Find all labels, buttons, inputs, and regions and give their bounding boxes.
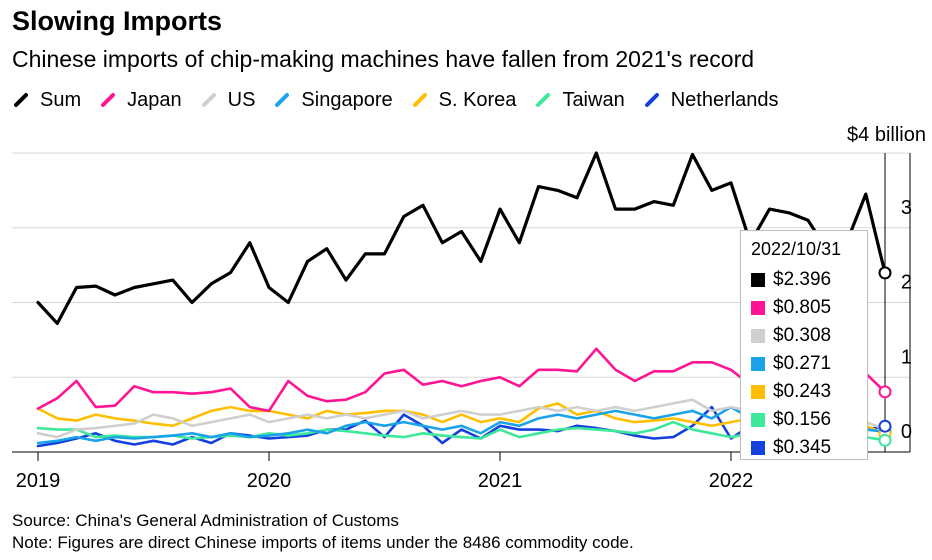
- marker-layer: [878, 266, 892, 447]
- tooltip-value-us: $0.308: [773, 325, 832, 346]
- tooltip-swatch-japan: [751, 301, 765, 315]
- legend-label-taiwan: Taiwan: [562, 88, 625, 111]
- tooltip-swatch-netherlands: [751, 441, 765, 455]
- tooltip-swatch-sum: [751, 273, 765, 287]
- tooltip-row-us: $0.308: [751, 322, 857, 350]
- tooltip-row-japan: $0.805: [751, 294, 857, 322]
- end-marker-netherlands: [878, 419, 892, 433]
- legend-item-us[interactable]: US: [200, 88, 256, 112]
- axis-layer: 0 1 2 3 $4 billion 2019 2020 2021 2022: [16, 124, 926, 492]
- legend-label-s-korea: S. Korea: [438, 88, 517, 111]
- tooltip-value-netherlands: $0.345: [773, 437, 832, 458]
- x-tick-label: 2020: [247, 470, 292, 492]
- legend-item-sum[interactable]: Sum: [12, 89, 81, 112]
- series-line-sum: [36, 151, 887, 325]
- footnote: Note: Figures are direct Chinese imports…: [12, 533, 634, 552]
- tooltip-swatch-us: [751, 329, 765, 343]
- end-marker-sum: [878, 266, 892, 280]
- tooltip-swatch-s-korea: [751, 385, 765, 399]
- y-tick-label: 1: [901, 346, 912, 368]
- legend-label-us: US: [227, 88, 256, 111]
- y-tick-label: $4 billion: [847, 124, 926, 146]
- tooltip-row-netherlands: $0.345: [751, 434, 857, 462]
- x-tick-label: 2022: [709, 470, 754, 492]
- legend-item-japan[interactable]: Japan: [99, 89, 182, 112]
- y-tick-label: 0: [901, 421, 912, 443]
- x-tick-label: 2021: [478, 470, 523, 492]
- y-tick-label: 2: [901, 272, 912, 294]
- chart-title: Slowing Imports: [12, 6, 223, 36]
- tooltip-swatch-singapore: [751, 357, 765, 371]
- end-marker-japan: [878, 385, 892, 399]
- tooltip-row-singapore: $0.271: [751, 350, 857, 378]
- tooltip-value-japan: $0.805: [773, 297, 832, 318]
- tooltip-row-sum: $2.396: [751, 266, 857, 294]
- end-marker-taiwan: [878, 433, 892, 447]
- legend-item-singapore[interactable]: Singapore: [273, 88, 393, 112]
- tooltip: 2022/10/31 $2.396 $0.805 $0.308 $0.271 $…: [740, 230, 868, 460]
- legend-label-sum: Sum: [40, 88, 82, 111]
- legend-item-netherlands[interactable]: Netherlands: [643, 89, 779, 112]
- tooltip-row-s-korea: $0.243: [751, 378, 857, 406]
- tooltip-value-taiwan: $0.156: [773, 409, 832, 430]
- y-tick-label: 3: [901, 197, 912, 219]
- x-tick-label: 2019: [16, 470, 61, 492]
- source-note: Source: China's General Administration o…: [12, 511, 399, 530]
- legend-item-s-korea[interactable]: S. Korea: [411, 88, 517, 112]
- tooltip-swatch-taiwan: [751, 413, 765, 427]
- tooltip-value-s-korea: $0.243: [773, 381, 832, 402]
- tooltip-value-singapore: $0.271: [773, 353, 832, 374]
- legend-label-netherlands: Netherlands: [670, 88, 779, 111]
- legend-label-singapore: Singapore: [301, 88, 393, 111]
- legend-label-japan: Japan: [127, 88, 182, 111]
- tooltip-value-sum: $2.396: [773, 269, 832, 290]
- chart-subtitle: Chinese imports of chip-making machines …: [12, 46, 755, 72]
- legend: Sum Japan US Singapore S. Korea Taiwan N…: [12, 86, 797, 114]
- tooltip-row-taiwan: $0.156: [751, 406, 857, 434]
- legend-item-taiwan[interactable]: Taiwan: [534, 88, 625, 112]
- tooltip-date: 2022/10/31: [751, 239, 842, 259]
